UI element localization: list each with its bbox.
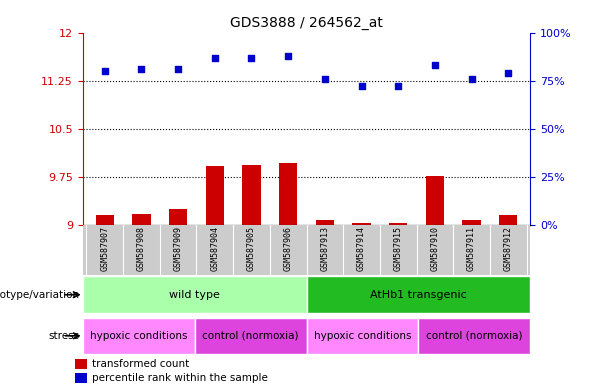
Point — [137, 66, 147, 72]
Text: AtHb1 transgenic: AtHb1 transgenic — [370, 290, 466, 300]
Bar — [83, 276, 306, 313]
Bar — [306, 318, 418, 354]
Text: control (normoxia): control (normoxia) — [426, 331, 522, 341]
Bar — [462, 220, 481, 225]
Text: GSM587907: GSM587907 — [101, 226, 109, 271]
Bar — [242, 165, 261, 225]
Bar — [418, 318, 530, 354]
Bar — [195, 318, 306, 354]
Text: GSM587905: GSM587905 — [247, 226, 256, 271]
Bar — [499, 215, 517, 225]
Bar — [389, 223, 408, 225]
Text: transformed count: transformed count — [92, 359, 189, 369]
Title: GDS3888 / 264562_at: GDS3888 / 264562_at — [230, 16, 383, 30]
Bar — [96, 215, 114, 225]
Bar — [75, 359, 87, 369]
Bar — [316, 220, 334, 225]
Bar — [75, 373, 87, 382]
Point — [246, 55, 256, 61]
Text: GSM587906: GSM587906 — [284, 226, 292, 271]
Text: GSM587914: GSM587914 — [357, 226, 366, 271]
Bar — [169, 209, 188, 225]
Text: GSM587911: GSM587911 — [467, 226, 476, 271]
Text: GSM587913: GSM587913 — [321, 226, 329, 271]
Bar — [279, 162, 297, 225]
Point — [430, 62, 440, 68]
Bar — [425, 176, 444, 225]
Bar — [352, 223, 371, 225]
Point — [283, 53, 293, 59]
Text: GSM587912: GSM587912 — [504, 226, 512, 271]
Text: control (normoxia): control (normoxia) — [202, 331, 299, 341]
Bar — [132, 214, 151, 225]
Point — [394, 83, 403, 89]
Text: GSM587909: GSM587909 — [173, 226, 183, 271]
Point — [466, 76, 476, 82]
Text: GSM587904: GSM587904 — [210, 226, 219, 271]
Text: hypoxic conditions: hypoxic conditions — [90, 331, 188, 341]
Text: GSM587910: GSM587910 — [430, 226, 440, 271]
Text: GSM587915: GSM587915 — [394, 226, 403, 271]
Point — [210, 55, 219, 61]
Text: percentile rank within the sample: percentile rank within the sample — [92, 373, 268, 383]
Bar — [205, 166, 224, 225]
Point — [100, 68, 110, 74]
Bar — [83, 318, 195, 354]
Text: wild type: wild type — [169, 290, 220, 300]
Point — [503, 70, 513, 76]
Bar — [306, 276, 530, 313]
Text: stress: stress — [48, 331, 80, 341]
Text: hypoxic conditions: hypoxic conditions — [314, 331, 411, 341]
Point — [173, 66, 183, 72]
Text: genotype/variation: genotype/variation — [0, 290, 80, 300]
Text: GSM587908: GSM587908 — [137, 226, 146, 271]
Point — [357, 83, 367, 89]
Point — [320, 76, 330, 82]
